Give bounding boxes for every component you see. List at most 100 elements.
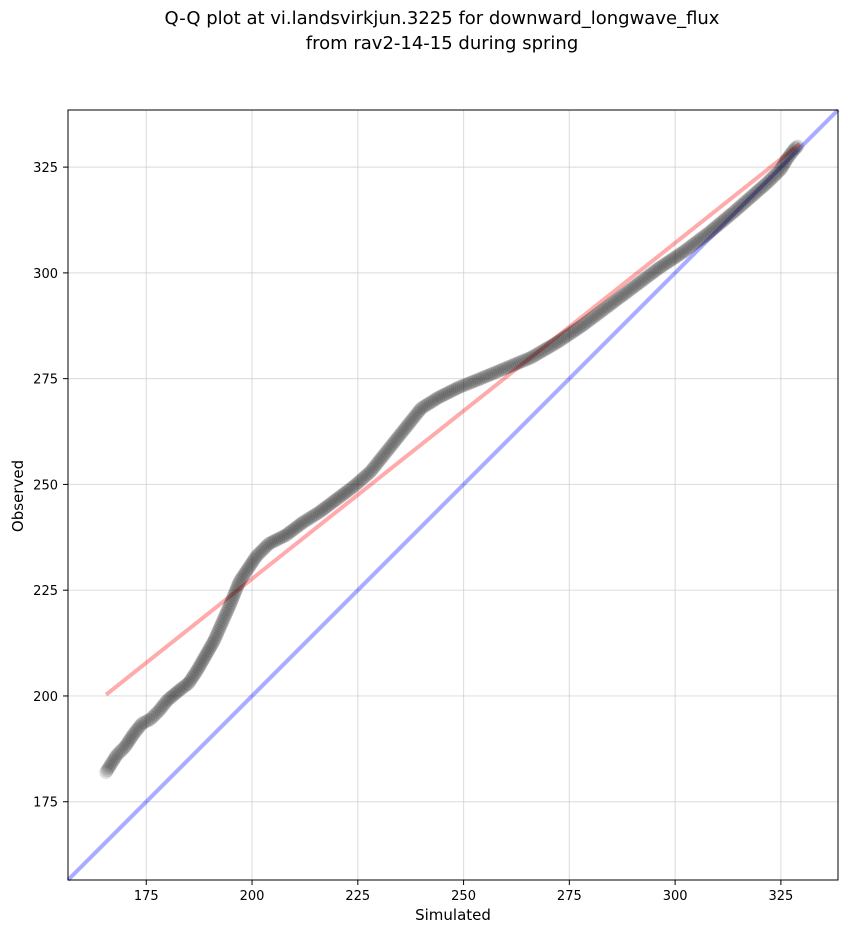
qq-point [787, 141, 802, 156]
qq-point [522, 351, 537, 366]
qq-point [243, 558, 258, 573]
qq-point [153, 702, 168, 717]
qq-point [689, 235, 704, 250]
qq-point [208, 629, 223, 644]
qq-point [770, 165, 785, 180]
qq-point [791, 139, 805, 153]
qq-point [442, 384, 457, 399]
qq-point [769, 166, 784, 181]
qq-point [103, 757, 118, 772]
qq-point [391, 429, 406, 444]
y-tick-label: 175 [33, 796, 58, 811]
qq-point [295, 515, 310, 530]
qq-point [744, 189, 759, 204]
qq-point [620, 284, 635, 299]
qq-point [126, 727, 141, 742]
qq-point [436, 387, 451, 402]
qq-point [319, 499, 334, 514]
qq-point [263, 535, 278, 550]
qq-point [562, 327, 577, 342]
qq-point [676, 244, 691, 259]
qq-point [204, 637, 219, 652]
qq-point [287, 521, 302, 536]
qq-point [580, 314, 595, 329]
qq-point [498, 361, 513, 376]
qq-point [333, 489, 348, 504]
qq-point [367, 459, 382, 474]
qq-point [678, 243, 693, 258]
qq-point [416, 400, 431, 415]
qq-point [734, 198, 749, 213]
qq-point [294, 516, 309, 531]
qq-point [781, 149, 796, 164]
qq-point [665, 251, 680, 266]
qq-point [314, 503, 329, 518]
qq-point [351, 475, 366, 490]
x-tick-label: 200 [240, 889, 265, 904]
qq-point [222, 600, 237, 615]
x-tick-label: 250 [451, 889, 476, 904]
qq-point [618, 286, 633, 301]
qq-point [154, 700, 169, 715]
qq-point [310, 506, 325, 521]
qq-point [414, 401, 429, 416]
qq-point [363, 464, 378, 479]
qq-point [625, 280, 640, 295]
qq-point [667, 250, 682, 265]
qq-point [517, 353, 532, 368]
qq-point [549, 335, 564, 350]
qq-point [196, 652, 211, 667]
qq-point [107, 751, 122, 766]
qq-point [765, 170, 780, 185]
qq-point [390, 431, 405, 446]
qq-point [692, 232, 707, 247]
qq-point [120, 736, 135, 751]
qq-point [492, 363, 507, 378]
qq-point [119, 737, 134, 752]
qq-point [146, 708, 161, 723]
qq-point [456, 378, 471, 393]
qq-point [782, 148, 797, 163]
qq-point [742, 191, 757, 206]
qq-point [452, 380, 467, 395]
qq-point [224, 593, 239, 608]
qq-point [143, 712, 158, 727]
qq-point [591, 306, 606, 321]
qq-point [331, 490, 346, 505]
qq-point [173, 682, 188, 697]
qq-point [210, 625, 225, 640]
qq-point [645, 265, 660, 280]
qq-point [226, 589, 241, 604]
qq-point [653, 260, 668, 275]
qq-point [380, 443, 395, 458]
qq-point [346, 479, 361, 494]
qq-point [336, 487, 351, 502]
qq-point [377, 447, 392, 462]
qq-point [725, 205, 740, 220]
qq-point [762, 173, 777, 188]
qq-point [305, 509, 320, 524]
qq-point [258, 539, 273, 554]
qq-point [398, 420, 413, 435]
qq-point [680, 242, 695, 257]
qq-point [137, 715, 152, 730]
qq-point [777, 156, 792, 171]
qq-point [700, 227, 715, 242]
qq-point [507, 357, 522, 372]
qq-point [471, 372, 486, 387]
qq-point [751, 183, 766, 198]
qq-point [537, 342, 552, 357]
qq-point [513, 354, 528, 369]
qq-point [327, 493, 342, 508]
y-tick-label: 275 [33, 373, 58, 388]
qq-point [691, 233, 706, 248]
qq-point [269, 532, 284, 547]
qq-point [182, 674, 197, 689]
qq-point [139, 714, 154, 729]
qq-point [159, 694, 174, 709]
x-tick-label: 225 [345, 889, 370, 904]
qq-point [282, 525, 297, 540]
qq-point [217, 610, 232, 625]
qq-point [231, 576, 246, 591]
qq-point [400, 418, 415, 433]
